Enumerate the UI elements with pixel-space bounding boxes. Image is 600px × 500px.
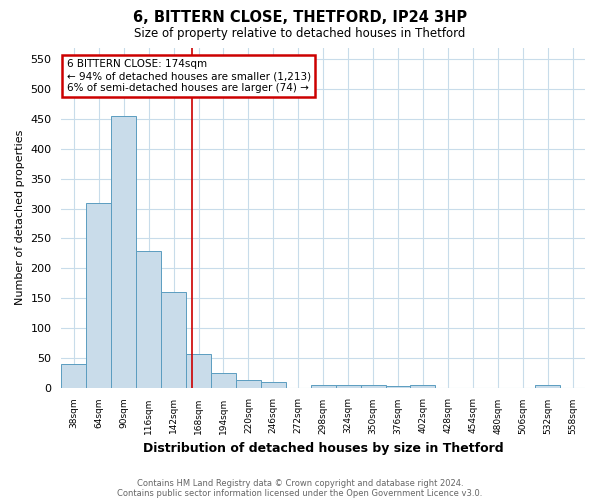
Bar (261, 382, 286, 388)
Bar (61, 364, 86, 388)
Bar (211, 372, 236, 388)
Bar (311, 384, 335, 388)
Bar (86, 202, 111, 388)
Bar (535, 384, 560, 388)
Bar (236, 380, 261, 388)
Bar (361, 384, 386, 388)
Text: Size of property relative to detached houses in Thetford: Size of property relative to detached ho… (134, 28, 466, 40)
Bar (111, 116, 136, 388)
Bar (161, 292, 186, 388)
Bar (335, 384, 361, 388)
Bar (136, 251, 161, 388)
Y-axis label: Number of detached properties: Number of detached properties (15, 130, 25, 305)
Text: 6, BITTERN CLOSE, THETFORD, IP24 3HP: 6, BITTERN CLOSE, THETFORD, IP24 3HP (133, 10, 467, 25)
Bar (186, 354, 211, 388)
Bar (410, 384, 436, 388)
Text: Contains public sector information licensed under the Open Government Licence v3: Contains public sector information licen… (118, 488, 482, 498)
Text: 6 BITTERN CLOSE: 174sqm
← 94% of detached houses are smaller (1,213)
6% of semi-: 6 BITTERN CLOSE: 174sqm ← 94% of detache… (67, 60, 311, 92)
Bar (386, 386, 410, 388)
X-axis label: Distribution of detached houses by size in Thetford: Distribution of detached houses by size … (143, 442, 503, 455)
Text: Contains HM Land Registry data © Crown copyright and database right 2024.: Contains HM Land Registry data © Crown c… (137, 478, 463, 488)
